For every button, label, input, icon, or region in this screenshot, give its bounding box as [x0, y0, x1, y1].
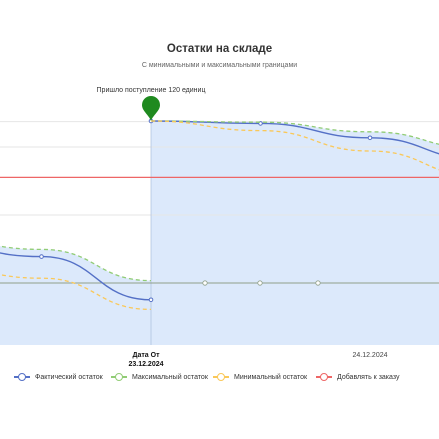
- x-tick-label: 24.12.2024: [352, 352, 387, 359]
- baseline-marker-3: [315, 280, 321, 286]
- series-line-5470c6-1: [0, 252, 152, 301]
- x-tick-label-date-from-1: Дата От: [132, 352, 160, 359]
- x-tick-label-date-from-2: 23.12.2024: [128, 361, 163, 368]
- legend-marker-icon: [111, 372, 127, 382]
- area-fill-segment-2: [151, 121, 439, 345]
- legend-marker-icon: [14, 372, 30, 382]
- legend-item[interactable]: Добавлять к заказу: [316, 372, 399, 382]
- legend-item[interactable]: Минимальный остаток: [213, 372, 307, 382]
- baseline-marker-2: [257, 280, 263, 286]
- data-point: [39, 254, 44, 259]
- chart-subtitle: С минимальными и максимальными границами: [141, 62, 298, 69]
- baseline-marker-1: [202, 280, 208, 286]
- legend-item[interactable]: Максимальный остаток: [111, 372, 208, 382]
- legend-label: Фактический остаток: [35, 373, 103, 381]
- chart-title: Остатки на складе: [166, 43, 273, 55]
- legend-label: Минимальный остаток: [234, 373, 308, 381]
- data-point: [367, 135, 373, 141]
- chart-legend: Фактический остаток Максимальный остаток М…: [0, 372, 439, 386]
- legend-item[interactable]: Фактический остаток: [14, 372, 103, 382]
- annotation-pin-1: [142, 96, 160, 121]
- annotation-label-1: Пришло поступление 120 единиц: [97, 87, 206, 94]
- series-line-91cc75-2: [150, 120, 439, 145]
- legend-marker-icon: [213, 372, 229, 382]
- area-fill-below-zero: [0, 283, 151, 345]
- legend-label: Добавлять к заказу: [337, 373, 400, 381]
- legend-marker-icon: [316, 372, 332, 382]
- data-point: [148, 297, 154, 303]
- legend-label: Максимальный остаток: [132, 373, 208, 381]
